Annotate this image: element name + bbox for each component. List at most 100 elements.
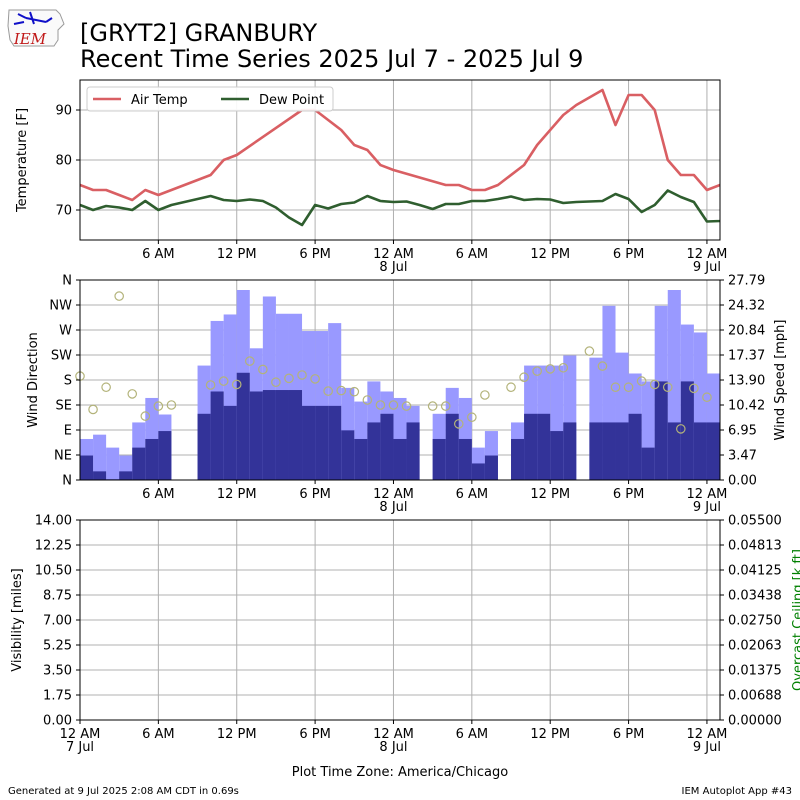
legend-box — [86, 86, 334, 112]
wind-speed-bar — [249, 391, 263, 480]
wind-speed-bar — [628, 413, 642, 480]
temperature-lines — [80, 88, 720, 227]
generated-timestamp: Generated at 9 Jul 2025 2:08 AM CDT in 0… — [8, 786, 239, 797]
speed-tick-label: 6.95 — [728, 424, 757, 439]
x-tick-label: 6 AM — [142, 487, 175, 502]
wind-direction-marker — [545, 364, 555, 374]
visibility-tick-label: 10.50 — [35, 564, 72, 579]
visibility-tick-label: 0.00 — [43, 714, 72, 729]
wind-speed-bar — [367, 422, 381, 480]
dew-point-line — [80, 189, 720, 227]
direction-tick-label: NE — [54, 449, 72, 464]
wind-direction-marker — [310, 374, 320, 384]
speed-tick-label: 10.42 — [728, 399, 765, 414]
wind-speed-bar — [680, 381, 694, 480]
wind-direction-marker — [610, 382, 621, 393]
wind-direction-marker — [258, 364, 268, 375]
y-tick-label: 80 — [55, 154, 72, 169]
wind-direction-marker — [153, 401, 164, 411]
chart-title-line2: Recent Time Series 2025 Jul 7 - 2025 Jul… — [80, 45, 583, 73]
x-tick-label: 8 Jul — [379, 260, 407, 275]
x-tick-label: 7 Jul — [66, 740, 94, 755]
wind-speed-bar — [484, 455, 498, 480]
ceiling-tick-label: 0.05500 — [728, 514, 782, 529]
x-tick-label: 6 AM — [456, 727, 489, 742]
ceiling-tick-label: 0.04813 — [728, 539, 782, 554]
wind-direction-marker — [480, 390, 490, 400]
wind-direction-marker — [271, 377, 281, 388]
x-tick-label: 6 AM — [142, 247, 175, 262]
wind-direction-marker — [284, 373, 294, 384]
wind-speed-bar — [275, 390, 289, 480]
direction-tick-label: N — [62, 274, 72, 289]
wind-direction-marker — [662, 382, 673, 393]
wind-speed-bar — [667, 422, 681, 480]
wind-speed-bar — [93, 471, 107, 480]
air-temp-line — [80, 88, 720, 202]
x-tick-label: 6 PM — [613, 727, 644, 742]
direction-tick-label: W — [59, 324, 72, 339]
visibility-tick-label: 8.75 — [43, 589, 72, 604]
wind-direction-marker — [453, 419, 464, 429]
x-tick-label: 6 AM — [456, 247, 489, 262]
wind-direction-marker — [467, 412, 477, 423]
direction-tick-label: N — [62, 474, 72, 489]
wind-direction-marker — [323, 386, 333, 396]
wind-direction-ylabel: Wind Direction — [26, 332, 41, 428]
wind-speed-bar — [693, 422, 707, 480]
direction-tick-label: SW — [51, 349, 72, 364]
wind-speed-bar — [406, 422, 420, 480]
wind-speed-bar — [550, 431, 564, 480]
x-tick-label: 12 AM — [687, 727, 728, 742]
temperature-ylabel: Temperature [F] — [15, 108, 30, 213]
wind-speed-bar — [445, 413, 459, 480]
wind-direction-marker — [649, 379, 660, 390]
wind-direction-marker — [166, 400, 177, 410]
visibility-tick-label: 12.25 — [35, 539, 72, 554]
wind-direction-marker — [375, 400, 386, 410]
wind-direction-marker — [597, 361, 608, 371]
ceiling-tick-label: 0.04125 — [728, 564, 782, 579]
wind-direction-marker — [349, 386, 360, 397]
ceiling-tick-label: 0.02750 — [728, 614, 782, 629]
wind-speed-bar — [393, 438, 407, 480]
wind-speed-bar — [654, 381, 668, 480]
wind-direction-marker — [362, 395, 373, 405]
ceiling-tick-label: 0.01375 — [728, 664, 782, 679]
direction-tick-label: NW — [49, 299, 72, 314]
wind-speed-bar — [341, 430, 355, 480]
ceiling-tick-label: 0.00688 — [728, 689, 782, 704]
wind-speed-bar — [471, 463, 485, 480]
wind-speed-bar — [223, 405, 237, 480]
wind-direction-marker — [532, 366, 542, 376]
wind-direction-marker — [218, 376, 229, 386]
wind-gust-bar — [93, 434, 107, 480]
wind-speed-bar — [432, 438, 446, 480]
x-tick-label: 6 PM — [299, 727, 330, 742]
direction-tick-label: SE — [56, 399, 72, 414]
wind-direction-marker — [101, 382, 111, 393]
temperature-legend: Air Temp Dew Point — [86, 86, 334, 112]
x-tick-label: 6 PM — [613, 487, 644, 502]
wind-speed-bar — [615, 422, 629, 480]
x-tick-label: 12 AM — [60, 727, 101, 742]
wind-speed-bar — [145, 438, 159, 480]
x-tick-label: 6 PM — [299, 487, 330, 502]
wind-direction-marker — [519, 372, 529, 383]
x-tick-label: 12 AM — [373, 247, 414, 262]
x-tick-label: 6 AM — [142, 727, 175, 742]
y-tick-label: 90 — [55, 104, 72, 119]
wind-speed-bar — [563, 422, 577, 480]
temperature-grid — [80, 80, 720, 240]
wind-speed-bar — [641, 447, 655, 480]
x-tick-label: 8 Jul — [379, 500, 407, 515]
wind-speed-bar — [132, 447, 146, 480]
iem-logo: IEM — [7, 9, 65, 48]
wind-direction-markers — [75, 291, 712, 434]
wind-direction-marker — [427, 401, 438, 411]
ceiling-ylabel: Overcast Ceiling [k ft] — [791, 549, 800, 691]
